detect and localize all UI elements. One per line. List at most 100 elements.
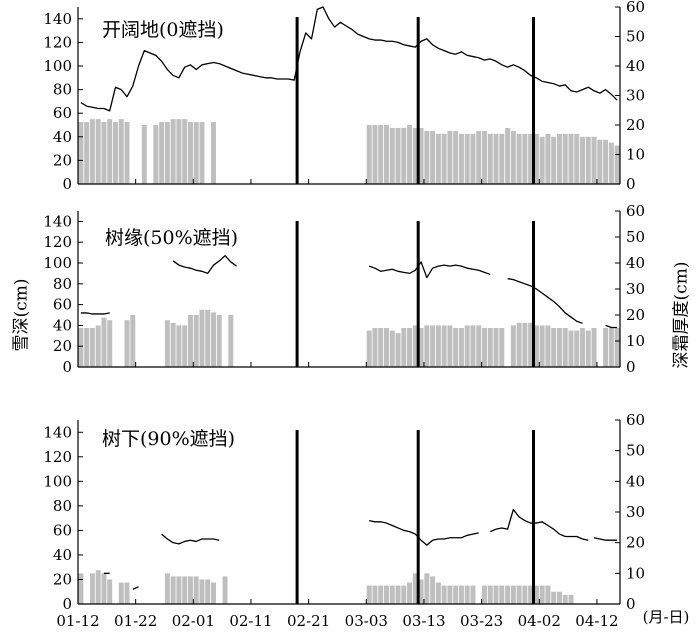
hoar-bar	[176, 325, 182, 367]
hoar-bar	[487, 133, 493, 184]
hoar-bar	[580, 136, 586, 184]
hoar-bar	[159, 122, 165, 184]
hoar-bar	[574, 133, 580, 184]
hoar-bar	[205, 579, 211, 604]
hoar-bar	[458, 585, 464, 604]
hoar-bar	[401, 328, 407, 367]
chart-panels: 0204060801001201400102030405060开阔地(0遮挡)0…	[43, 0, 645, 630]
hoar-bar	[551, 328, 557, 367]
hoar-bar	[562, 133, 568, 184]
hoar-bar	[176, 576, 182, 604]
hoar-bar	[435, 325, 441, 367]
hoar-bar	[470, 325, 476, 367]
snow-depth-line	[605, 324, 618, 329]
hoar-bar	[528, 585, 534, 604]
hoar-bar	[372, 125, 378, 184]
hoar-bar	[470, 133, 476, 184]
y-right-tick-label: 50	[626, 228, 645, 246]
hoar-bar	[545, 133, 551, 184]
panel-3: 0 20 40 60 80 100 120 140 0 10 20 30 40 50 60 树下(90%遮挡)	[43, 411, 645, 613]
y-left-tick-label: 40	[53, 316, 72, 334]
hoar-bar	[164, 122, 170, 184]
hoar-bar	[568, 330, 574, 367]
y-right-tick-label: 60	[626, 411, 645, 429]
hoar-bar	[130, 315, 136, 367]
hoar-bar	[424, 325, 430, 367]
hoar-bar	[205, 309, 211, 367]
hoar-bar	[516, 585, 522, 604]
hoar-bar	[551, 591, 557, 604]
y-right-tick-label: 30	[626, 503, 645, 521]
hoar-bar	[556, 133, 562, 184]
y-left-tick-label: 60	[53, 521, 72, 539]
y-left-tick-label: 60	[53, 104, 72, 122]
hoar-bar	[562, 594, 568, 604]
hoar-bar	[378, 328, 384, 367]
y-left-tick-label: 120	[43, 448, 72, 466]
y-right-tick-label: 50	[626, 28, 645, 46]
hoar-bar	[505, 127, 511, 184]
hoar-bar	[401, 127, 407, 184]
hoar-bar	[418, 579, 424, 604]
y-left-tick-label: 80	[53, 275, 72, 293]
snow-depth-line	[161, 533, 220, 545]
y-left-tick-label: 140	[43, 10, 72, 28]
hoar-bar	[216, 315, 222, 367]
y-left-tick-label: 100	[43, 254, 72, 272]
hoar-bar	[384, 125, 389, 184]
snow-depth-line	[490, 508, 589, 541]
y-left-tick-label: 0	[62, 175, 72, 193]
x-tick-label: 02-01	[172, 612, 215, 630]
hoar-bar	[482, 328, 487, 367]
hoar-bar	[458, 328, 464, 367]
y-left-tick-label: 40	[53, 128, 72, 146]
hoar-bar	[95, 119, 101, 184]
hoar-bar	[545, 325, 551, 367]
hoar-bar	[101, 573, 107, 604]
hoar-bar	[101, 122, 107, 184]
hoar-bar	[378, 585, 384, 604]
hoar-bar	[107, 320, 113, 367]
y-left-axis-label: 雪深(cm)	[12, 279, 32, 352]
y-left-tick-label: 120	[43, 233, 72, 251]
hoar-bar	[458, 133, 464, 184]
hoar-bar	[597, 139, 603, 184]
hoar-bar	[441, 133, 447, 184]
hoar-bar	[441, 325, 447, 367]
hoar-bar	[199, 579, 205, 604]
hoar-bar	[412, 325, 418, 367]
hoar-bar	[585, 136, 591, 184]
hoar-bar	[107, 579, 113, 604]
x-tick-label: 01-12	[56, 612, 99, 630]
hoar-bar	[493, 328, 499, 367]
hoar-bar	[505, 585, 511, 604]
hoar-bar	[533, 133, 539, 184]
hoar-bar	[608, 328, 614, 367]
y-right-tick-label: 40	[626, 57, 645, 75]
hoar-bar	[372, 328, 378, 367]
x-tick-label: 02-11	[229, 612, 272, 630]
hoar-bar	[499, 133, 505, 184]
hoar-bar	[585, 330, 591, 367]
hoar-bar	[124, 122, 130, 184]
hoar-bar	[453, 585, 459, 604]
hoar-bar	[591, 328, 597, 367]
hoar-bar	[430, 576, 436, 604]
hoar-bar	[193, 122, 199, 184]
y-left-tick-label: 20	[53, 337, 72, 355]
panel-title: 树下(90%遮挡)	[102, 428, 235, 450]
hoar-bar	[580, 328, 586, 367]
snow-depth-line	[132, 586, 139, 590]
hoar-bar	[395, 127, 401, 184]
hoar-bar	[522, 585, 528, 604]
hoar-bar	[533, 585, 539, 604]
y-right-tick-label: 30	[626, 87, 645, 105]
hoar-bar	[510, 585, 516, 604]
hoar-bar	[182, 576, 188, 604]
hoar-bar	[389, 330, 395, 367]
y-left-tick-label: 100	[43, 57, 72, 75]
snow-depth-line	[507, 277, 583, 324]
y-left-tick-label: 80	[53, 497, 72, 515]
hoar-bar	[153, 125, 159, 184]
hoar-bar	[539, 585, 545, 604]
